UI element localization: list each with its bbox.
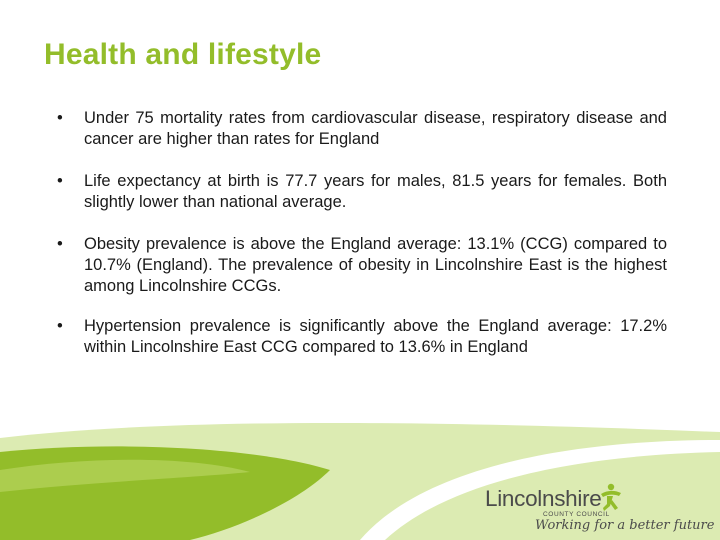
bullet-item: • Life expectancy at birth is 77.7 years… bbox=[57, 171, 667, 213]
bullet-text: Under 75 mortality rates from cardiovasc… bbox=[84, 109, 667, 148]
bullet-text: Obesity prevalence is above the England … bbox=[84, 235, 667, 295]
lincolnshire-logo: Lincolnshire COUNTY COUNCIL Working for … bbox=[485, 483, 714, 540]
bullet-icon: • bbox=[57, 109, 63, 127]
bullet-item: • Obesity prevalence is above the Englan… bbox=[57, 234, 667, 297]
logo-tagline: Working for a better future bbox=[535, 518, 715, 533]
bullet-list: • Under 75 mortality rates from cardiova… bbox=[57, 108, 667, 379]
bullet-icon: • bbox=[57, 172, 63, 190]
bullet-text: Hypertension prevalence is significantly… bbox=[84, 317, 667, 356]
bullet-item: • Hypertension prevalence is significant… bbox=[57, 316, 667, 358]
swoosh-highlight bbox=[0, 459, 250, 492]
bullet-item: • Under 75 mortality rates from cardiova… bbox=[57, 108, 667, 150]
logo-subtitle: COUNTY COUNCIL bbox=[543, 511, 610, 518]
bullet-icon: • bbox=[57, 235, 63, 253]
swoosh-white-curve bbox=[360, 440, 720, 540]
figure-emblem-icon bbox=[601, 483, 621, 511]
logo-name: Lincolnshire bbox=[485, 486, 602, 511]
bullet-text: Life expectancy at birth is 77.7 years f… bbox=[84, 172, 667, 211]
bullet-icon: • bbox=[57, 317, 63, 335]
slide-title: Health and lifestyle bbox=[44, 38, 322, 71]
